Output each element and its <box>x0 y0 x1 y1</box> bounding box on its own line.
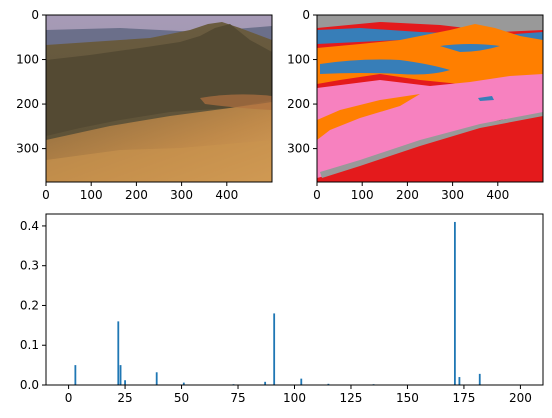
y-tick-label: 200 <box>287 97 310 111</box>
y-tick-label: 0 <box>302 8 310 22</box>
x-tick-label: 175 <box>452 391 475 405</box>
y-tick-label: 0.4 <box>20 219 39 233</box>
x-tick-label: 300 <box>441 188 464 202</box>
y-tick-label: 100 <box>16 53 39 67</box>
segmentation-frame <box>316 14 544 183</box>
x-tick-label: 200 <box>509 391 532 405</box>
x-tick-label: 50 <box>174 391 189 405</box>
bar <box>300 378 303 385</box>
y-tick-label: 300 <box>287 142 310 156</box>
segmentation-axes <box>316 14 544 183</box>
bar <box>117 321 120 385</box>
bars <box>74 221 481 385</box>
x-tick-label: 0 <box>65 391 73 405</box>
x-tick-label: 300 <box>170 188 193 202</box>
x-tick-label: 125 <box>340 391 363 405</box>
x-tick-label: 200 <box>125 188 148 202</box>
histogram-axes <box>45 213 544 386</box>
x-tick-label: 100 <box>351 188 374 202</box>
bar <box>273 313 276 385</box>
x-tick-label: 25 <box>117 391 132 405</box>
y-tick-label: 100 <box>287 53 310 67</box>
photo-frame <box>45 14 273 183</box>
x-tick-label: 400 <box>215 188 238 202</box>
x-tick-label: 0 <box>42 188 50 202</box>
segmentation-map <box>317 15 543 182</box>
bar <box>327 383 330 385</box>
x-tick-label: 150 <box>396 391 419 405</box>
bar <box>124 380 126 385</box>
y-tick-label: 300 <box>16 142 39 156</box>
x-tick-label: 0 <box>313 188 321 202</box>
bar <box>264 381 267 385</box>
x-tick-label: 75 <box>230 391 245 405</box>
y-tick-label: 0.0 <box>20 378 39 392</box>
x-tick-label: 200 <box>396 188 419 202</box>
bar <box>119 365 122 385</box>
x-tick-label: 400 <box>486 188 509 202</box>
bar <box>155 372 158 385</box>
dune-photo <box>46 15 272 182</box>
x-tick-label: 100 <box>80 188 103 202</box>
y-tick-label: 0.2 <box>20 298 39 312</box>
tick-layer: 0 100 200 300 400 0 100 200 300 0 100 200 300 400 0 100… <box>16 8 532 405</box>
bar <box>453 221 456 385</box>
bar <box>478 373 481 385</box>
y-tick-label: 0 <box>31 8 39 22</box>
y-tick-label: 200 <box>16 97 39 111</box>
photo-axes <box>45 14 273 183</box>
histogram-frame <box>45 213 544 386</box>
y-tick-label: 0.3 <box>20 259 39 273</box>
x-tick-label: 100 <box>283 391 306 405</box>
bar <box>182 382 185 385</box>
y-tick-label: 0.1 <box>20 338 39 352</box>
bar <box>458 377 461 385</box>
bar <box>74 365 77 385</box>
